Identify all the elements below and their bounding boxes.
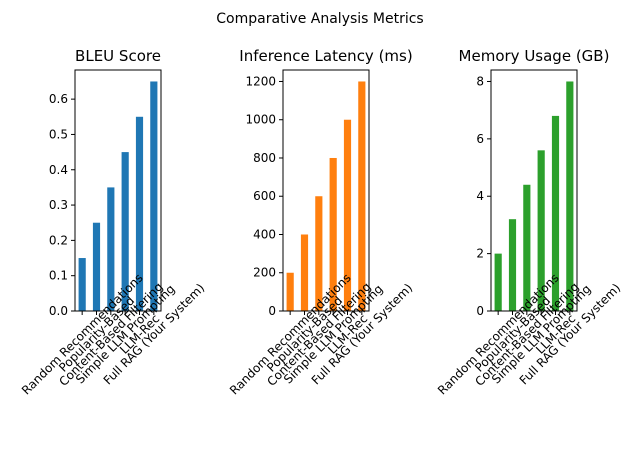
- subplot-title: Memory Usage (GB): [459, 47, 610, 65]
- bar-6: [150, 81, 158, 311]
- bar-5: [551, 115, 560, 312]
- bar-2: [508, 219, 517, 311]
- figure-title: Comparative Analysis Metrics: [216, 11, 423, 27]
- y-tick-label: 0.2: [49, 233, 68, 247]
- y-tick-label: 0.0: [49, 304, 68, 318]
- y-tick-label: 0.1: [49, 269, 68, 283]
- bar-2: [300, 234, 309, 311]
- bar-1: [78, 258, 86, 311]
- y-tick-label: 6: [476, 132, 484, 146]
- y-tick-label: 0: [476, 304, 484, 318]
- bar-2: [92, 222, 101, 311]
- y-tick-label: 0.5: [49, 127, 68, 141]
- subplot-title: Inference Latency (ms): [239, 47, 412, 65]
- bar-4: [329, 157, 337, 311]
- y-tick-label: 800: [253, 151, 276, 165]
- bar-6: [566, 81, 574, 311]
- axes-frame: [74, 69, 162, 312]
- y-tick-label: 0: [268, 304, 276, 318]
- bar-4: [537, 150, 545, 311]
- bar-4: [121, 152, 129, 311]
- y-tick-label: 1200: [245, 74, 276, 88]
- bar-5: [343, 119, 352, 311]
- bar-3: [107, 187, 115, 311]
- bar-5: [135, 116, 144, 312]
- y-tick-label: 0.6: [49, 92, 68, 106]
- y-tick-label: 1000: [245, 113, 276, 127]
- y-tick-label: 400: [253, 227, 276, 241]
- subplot-title: BLEU Score: [75, 47, 161, 65]
- y-tick-label: 4: [476, 189, 484, 203]
- subplot-2: Inference Latency (ms) 0 200 400 600 800 1000 1…: [227, 47, 415, 398]
- y-tick-label: 200: [253, 266, 276, 280]
- bar-1: [286, 272, 294, 311]
- y-tick-label: 2: [476, 247, 484, 261]
- y-tick-label: 8: [476, 74, 484, 88]
- bar-3: [523, 184, 531, 311]
- axes-frame: [282, 69, 370, 312]
- bar-6: [358, 81, 366, 311]
- y-tick-label: 0.3: [49, 198, 68, 212]
- bar-3: [315, 196, 323, 311]
- axes-frame: [490, 69, 578, 312]
- y-tick-label: 0.4: [49, 163, 68, 177]
- y-tick-label: 600: [253, 189, 276, 203]
- bar-1: [494, 253, 502, 311]
